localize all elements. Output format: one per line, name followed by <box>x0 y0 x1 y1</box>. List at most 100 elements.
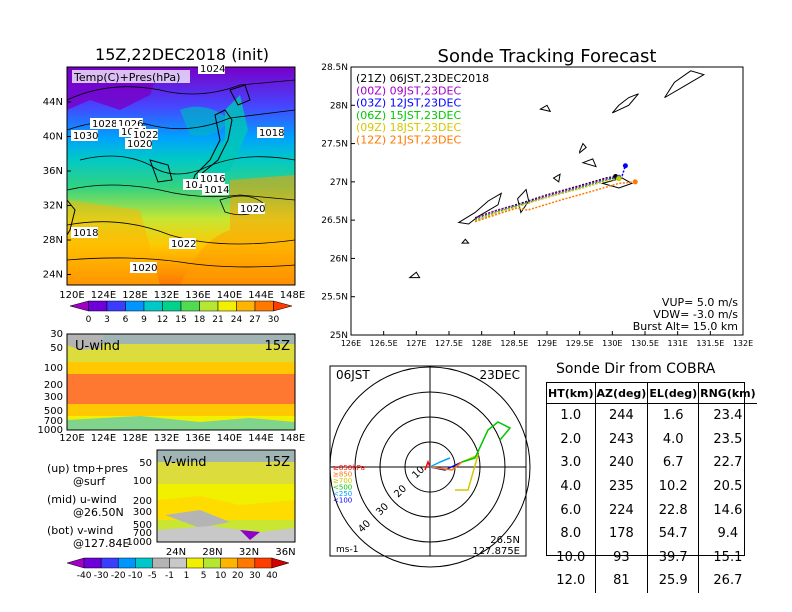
table-cell: 23.4 <box>713 408 743 424</box>
colorbar-swatch <box>254 300 274 312</box>
wind-colorbar-swatch <box>169 557 187 569</box>
coastline <box>581 158 597 168</box>
isobar-label: 1016 <box>200 174 225 185</box>
table-cell: 25.9 <box>647 569 700 593</box>
polar-hodograph <box>424 421 512 491</box>
wind-colorbar-swatch <box>220 557 239 569</box>
uwind-p-tick: 50 <box>50 343 63 354</box>
track-annotation: VUP= 5.0 m/s <box>662 296 738 309</box>
y-tick-label: 27.5N <box>321 140 348 150</box>
uwind-lon-tick: 136E <box>185 433 210 444</box>
track-legend-entry: (21Z) 06JST,23DEC2018 <box>356 72 489 85</box>
x-tick-label: 127E <box>406 339 426 348</box>
table-cell: 8.0 <box>547 521 596 546</box>
coastline <box>552 173 561 183</box>
isobar-label-bg <box>202 184 229 195</box>
table-cell: 20.5 <box>713 479 743 495</box>
uwind-p-tick: 700 <box>44 416 63 427</box>
table-cell: 4.0 <box>547 474 596 499</box>
table-cell: 26.7 <box>713 573 743 589</box>
coastline <box>664 70 706 99</box>
colorbar-swatch <box>199 300 219 312</box>
lat-tick-label: 28N <box>43 235 63 246</box>
wind-colorbar-label: -5 <box>148 571 157 581</box>
y-tick-label: 28N <box>330 101 348 111</box>
sonde-dir-header-cell: AZ(deg) <box>595 383 649 404</box>
isobar-label: 1018 <box>259 128 284 139</box>
x-tick-label: 128E <box>472 339 492 348</box>
x-tick-label: 128.5E <box>500 339 528 348</box>
colorbar-swatch <box>217 300 237 312</box>
tracking-y-ticks: 28.5N 28N 27.5N 27N 26.5N 26N 25.5N 25N <box>321 63 355 341</box>
side-legend-bot2: @127.84E <box>73 537 130 550</box>
tracking-legend: (21Z) 06JST,23DEC2018(00Z) 09JST,23DEC(0… <box>356 72 489 147</box>
side-legend-bot: (bot) v-wind <box>47 524 114 537</box>
colorbar-label: 18 <box>194 315 206 325</box>
temp-map-label: Temp(C)+Pres(hPa) <box>73 71 180 84</box>
wind-colorbar-label: -10 <box>128 571 143 581</box>
lat-tick-label: 44N <box>43 97 63 108</box>
temperature-map <box>67 67 295 285</box>
uwind-lon-tick: 128E <box>122 433 147 444</box>
coastline <box>539 104 552 113</box>
polar-time-label: 06JST <box>336 368 370 382</box>
colorbar-swatch <box>125 300 145 312</box>
sonde-dir-header-cell: RNG(km) <box>698 383 757 404</box>
isobar-label: 1022 <box>133 130 158 141</box>
polar-lat: 26.5N <box>490 535 520 546</box>
x-tick-label: 126E <box>341 339 361 348</box>
polar-legend: ≥850hPa≥850≥700<500<250<100 <box>333 464 365 505</box>
left-title: 15Z,22DEC2018 (init) <box>95 45 269 64</box>
temp-colorbar: 0 3 6 9 12 15 18 21 24 27 30 <box>69 300 293 325</box>
isobar-label: 1020 <box>240 204 265 215</box>
x-tick-label: 131E <box>668 339 688 348</box>
table-row: 4.0 235 10.2 20.5 <box>547 474 757 499</box>
coastline <box>457 192 503 225</box>
x-tick-label: 129.5E <box>566 339 594 348</box>
side-legend-mid2: @26.50N <box>73 506 124 519</box>
isobar-label: 1020 <box>132 263 157 274</box>
table-cell: 22.7 <box>713 455 743 471</box>
x-tick-label: 132E <box>733 339 753 348</box>
table-row: 1.0 244 1.6 23.4 <box>547 403 757 428</box>
uwind-panel: U-wind 15Z <box>66 333 296 431</box>
vwind-lat-tick: 24N <box>166 547 186 558</box>
table-row: 12.0 81 25.9 26.7 <box>547 569 757 593</box>
vwind-p-tick: 1000 <box>127 537 152 548</box>
temp-map-overlay-text: Temp(C)+Pres(hPa) <box>72 70 190 84</box>
side-legend-up2: @surf <box>73 475 106 488</box>
isobar-label: 1020 <box>127 139 152 150</box>
wind-colorbar-swatch <box>203 557 221 569</box>
isobar-label-bg <box>130 262 157 273</box>
lon-tick-label: 120E <box>59 290 84 301</box>
sonde-dir-header-cell: EL(deg) <box>647 383 700 404</box>
colorbar-label: 30 <box>268 315 280 325</box>
table-cell: 23.5 <box>713 431 743 447</box>
temp-map-lat-ticks: 44N 40N 36N 32N 28N 24N <box>43 97 71 281</box>
uwind-lon-tick: 148E <box>280 433 305 444</box>
polar-date-label: 23DEC <box>480 368 520 382</box>
lon-tick-label: 140E <box>217 290 242 301</box>
isobar-label: 1018 <box>185 180 210 191</box>
table-cell: 39.7 <box>647 545 700 570</box>
isobar-label: 1022 <box>171 239 196 250</box>
polar-unit: ms-1 <box>336 545 358 555</box>
table-cell: 14.6 <box>713 502 743 518</box>
lat-tick-label: 24N <box>43 270 63 281</box>
coastline <box>408 271 421 279</box>
colorbar-swatch <box>162 300 182 312</box>
track-series-end-point <box>622 163 628 169</box>
isobar-label-bg <box>125 138 152 149</box>
lat-tick-label: 32N <box>43 201 63 212</box>
isobar-label-bg <box>198 63 225 74</box>
uwind-p-tick: 300 <box>44 392 63 403</box>
colorbar-label: 24 <box>231 315 243 325</box>
table-cell: 81 <box>595 569 649 593</box>
isobar-label-bg <box>257 127 284 138</box>
wind-colorbar-swatch <box>100 557 119 569</box>
colorbar-swatch <box>143 300 163 312</box>
table-cell: 244 <box>595 403 649 428</box>
track-series-end-point <box>616 176 622 182</box>
